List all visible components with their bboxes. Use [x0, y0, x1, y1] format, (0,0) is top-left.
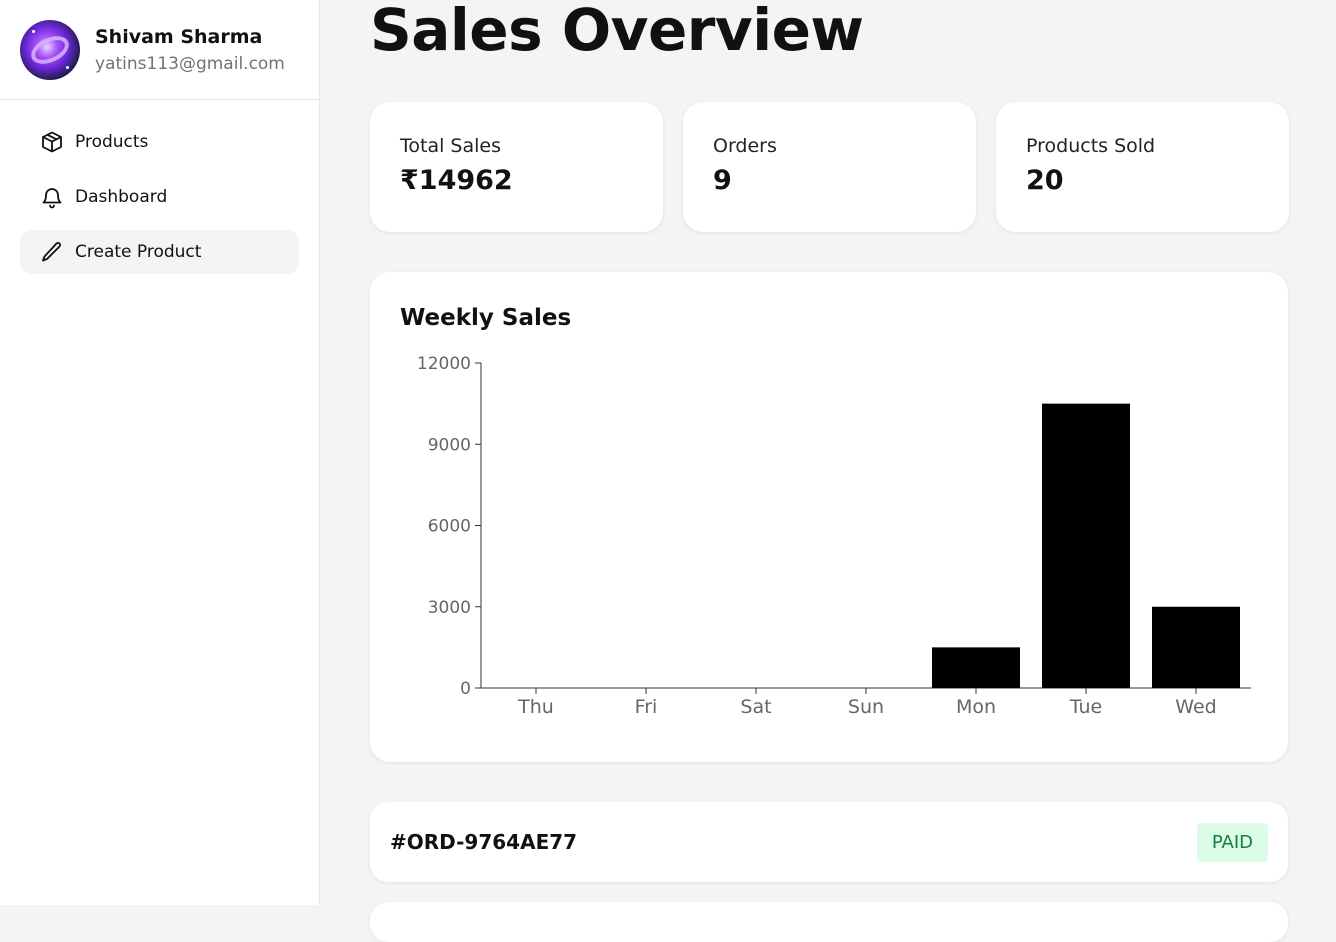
order-card[interactable]: #ORD-9764AE77 PAID [370, 802, 1288, 882]
x-tick-label: Sun [848, 696, 884, 718]
x-tick-label: Mon [956, 696, 996, 718]
y-tick-label: 9000 [428, 435, 471, 455]
order-card[interactable] [370, 902, 1288, 942]
x-tick-label: Thu [517, 696, 554, 718]
stat-card-orders: Orders 9 [683, 102, 976, 232]
stats-row: Total Sales ₹14962 Orders 9 Products Sol… [370, 102, 1289, 232]
y-tick-label: 3000 [428, 598, 471, 618]
status-badge: PAID [1196, 822, 1268, 862]
avatar [20, 19, 80, 80]
stat-value: 9 [713, 165, 732, 196]
y-tick-label: 0 [460, 679, 471, 699]
stat-value: 20 [1026, 165, 1064, 196]
weekly-sales-card: Weekly Sales 0 3000 6000 9000 12000 Thu Fri Sat… [370, 272, 1288, 762]
bell-icon [42, 188, 62, 209]
stat-label: Products Sold [1026, 135, 1156, 157]
sidebar-item-label: Products [75, 132, 149, 152]
box-icon [42, 131, 62, 153]
x-tick-label: Wed [1175, 696, 1216, 718]
sidebar-nav: Products Dashboard Create Product [0, 100, 319, 305]
bar-wed [1152, 606, 1240, 688]
sidebar-item-create-product[interactable]: Create Product [20, 230, 299, 274]
weekly-sales-chart: 0 3000 6000 9000 12000 Thu Fri Sat Sun Mon Tue Wed [417, 354, 1251, 718]
x-tick-label: Fri [635, 696, 658, 718]
user-name: Shivam Sharma [95, 25, 263, 48]
order-id: #ORD-9764AE77 [390, 830, 578, 854]
x-tick-label: Tue [1069, 696, 1102, 718]
x-tick-label: Sat [740, 696, 771, 718]
user-email: yatins113@gmail.com [95, 53, 285, 74]
page-title: Sales Overview [370, 0, 864, 64]
stat-value: ₹14962 [400, 165, 513, 196]
y-tick-label: 6000 [428, 517, 471, 537]
pencil-icon [42, 242, 61, 262]
stat-card-total-sales: Total Sales ₹14962 [370, 102, 663, 232]
chart-title: Weekly Sales [400, 305, 572, 331]
bar-tue [1042, 403, 1130, 688]
sidebar: Shivam Sharma yatins113@gmail.com Produc… [0, 0, 320, 905]
y-tick-label: 12000 [417, 354, 471, 374]
sidebar-item-dashboard[interactable]: Dashboard [20, 175, 299, 219]
stat-label: Total Sales [400, 135, 501, 157]
sidebar-item-label: Dashboard [75, 187, 168, 207]
bar-mon [932, 647, 1020, 688]
sidebar-item-label: Create Product [75, 242, 202, 262]
user-profile[interactable]: Shivam Sharma yatins113@gmail.com [0, 0, 319, 100]
sidebar-item-products[interactable]: Products [20, 120, 299, 164]
stat-label: Orders [713, 135, 777, 157]
stat-card-products-sold: Products Sold 20 [996, 102, 1289, 232]
